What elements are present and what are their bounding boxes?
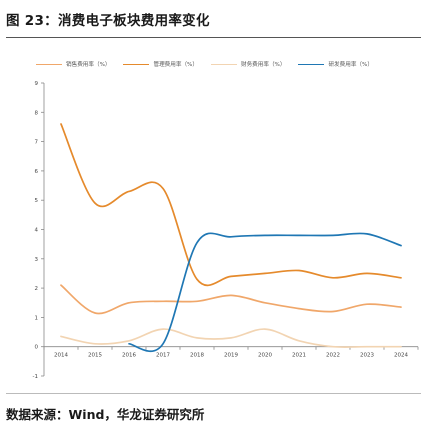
source-note: 数据来源：Wind，华龙证券研究所 [6,407,205,422]
source-divider [6,393,421,394]
legend-item: 管理费用率（%） [123,60,198,68]
x-tick-label: 2019 [224,353,238,359]
y-tick-label: 3 [35,257,39,263]
legend-swatch [36,63,62,65]
x-tick-label: 2022 [326,353,340,359]
legend-swatch [298,63,325,65]
y-tick-label: 7 [35,140,39,146]
x-tick-label: 2018 [190,353,204,359]
x-tick-label: 2017 [156,353,170,359]
y-tick-label: 5 [35,198,39,204]
legend-item: 研发费用率（%） [298,60,373,68]
legend-label: 研发费用率（%） [328,62,373,68]
x-tick-label: 2015 [88,353,102,359]
y-tick-label: 4 [35,228,39,234]
figure-title: 图 23：消费电子板块费用率变化 [6,13,210,29]
y-tick-label: 6 [35,169,39,175]
x-tick-label: 2023 [360,353,374,359]
title-divider [6,37,421,38]
y-tick-label: 2 [35,286,39,292]
y-tick-label: 0 [35,345,39,351]
y-tick-label: 1 [35,315,39,321]
x-tick-label: 2014 [54,353,68,359]
x-tick-label: 2024 [394,353,408,359]
legend-label: 财务费用率（%） [240,62,286,68]
y-tick-label: -1 [33,374,38,380]
x-tick-label: 2021 [292,353,306,359]
series-line-研发费用率 [128,232,402,353]
legend-swatch [210,63,237,65]
legend-item: 财务费用率（%） [210,60,286,68]
legend-item: 销售费用率（%） [36,60,110,68]
x-tick-label: 2016 [122,353,136,359]
y-tick-label: 9 [35,81,39,87]
series-line-财务费用率 [60,328,402,348]
series-line-销售费用率 [60,284,402,315]
line-chart: -1 0 1 2 3 4 5 6 7 8 9 2014 2015 2016 2017 2018 2019 2020… [33,81,419,380]
series-line-管理费用率 [60,123,402,287]
legend-swatch [123,63,150,65]
legend-label: 管理费用率（%） [153,62,198,68]
chart-legend: 销售费用率（%） 管理费用率（%） 财务费用率（%） 研发费用率（%） [36,57,413,71]
y-tick-label: 8 [35,110,39,116]
legend-label: 销售费用率（%） [66,62,111,68]
x-tick-label: 2020 [258,353,272,359]
